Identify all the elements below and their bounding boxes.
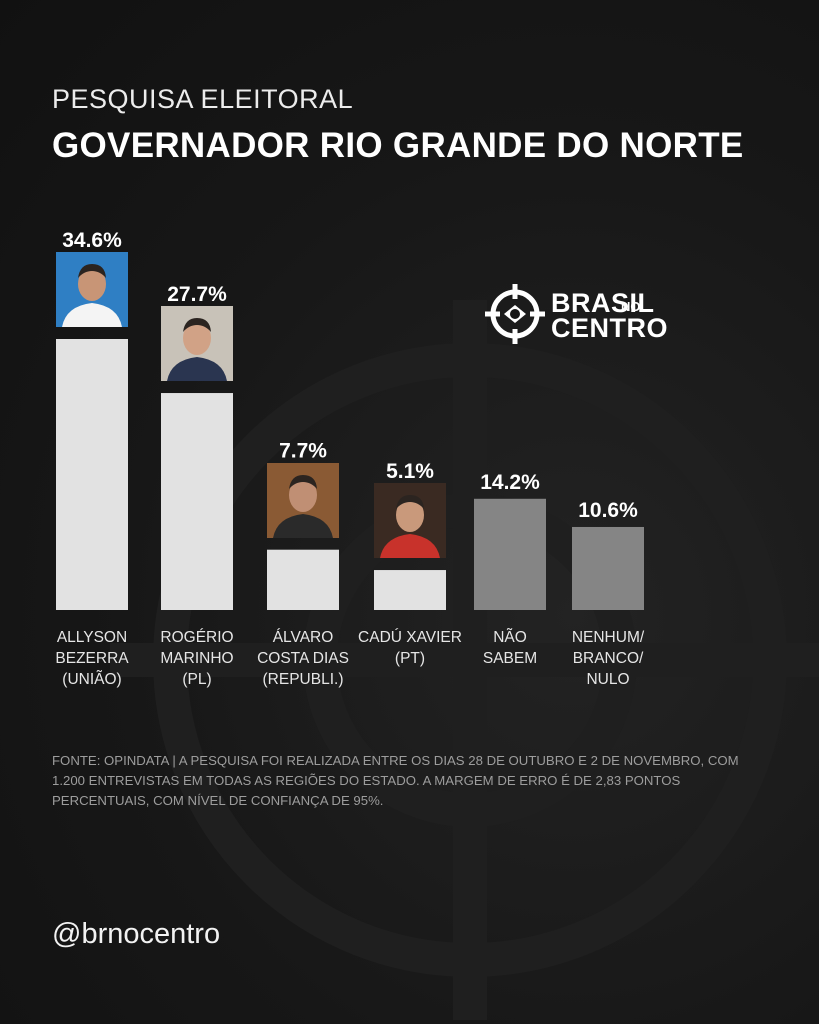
category-label-line: ROGÉRIO	[160, 629, 234, 646]
bar-3	[267, 549, 339, 610]
category-label-line: COSTA DIAS	[257, 650, 349, 667]
category-label-line: (UNIÃO)	[62, 671, 122, 688]
bar-4	[374, 570, 446, 610]
logo-text-brasil: BRASIL	[551, 288, 655, 318]
category-label-line: BRANCO/	[572, 650, 644, 667]
page-subtitle: PESQUISA ELEITORAL	[52, 84, 354, 114]
category-label-line: MARINHO	[160, 650, 234, 667]
social-handle: @brnocentro	[52, 918, 221, 950]
category-label-line: (PT)	[394, 650, 426, 667]
brand-logo: BRASIL NO CENTRO	[484, 283, 684, 345]
page-title: GOVERNADOR RIO GRANDE DO NORTE	[52, 126, 744, 165]
value-label-1: 34.6%	[62, 229, 122, 252]
category-label-line: ÁLVARO	[272, 629, 334, 646]
category-label-line: NULO	[586, 671, 630, 688]
candidate-photo-1	[56, 252, 128, 327]
value-label-3: 7.7%	[279, 440, 327, 463]
category-label-line: ALLYSON	[56, 629, 128, 646]
category-label-line: (PL)	[182, 671, 212, 688]
category-label-line: BEZERRA	[55, 650, 129, 667]
value-label-5: 14.2%	[480, 471, 540, 494]
category-label-3: ÁLVARO COSTA DIAS (REPUBLI.)	[243, 627, 363, 690]
value-label-2: 27.7%	[167, 283, 227, 306]
bar-2	[161, 393, 233, 610]
category-label-5: NÃO SABEM	[450, 627, 570, 669]
category-label-line: SABEM	[482, 650, 538, 667]
bar-6	[572, 526, 644, 610]
source-note: FONTE: OPINDATA | A PESQUISA FOI REALIZA…	[52, 753, 739, 808]
category-label-4: CADÚ XAVIER (PT)	[350, 627, 470, 669]
value-label-6: 10.6%	[578, 499, 638, 522]
category-label-6: NENHUM/BRANCO/NULO	[548, 627, 668, 690]
candidate-photo-4	[374, 483, 446, 559]
category-label-1: ALLYSON BEZERRA (UNIÃO)	[32, 627, 152, 690]
category-label-line: NENHUM/	[571, 629, 645, 646]
candidate-photo-3	[267, 462, 339, 538]
category-label-2: ROGÉRIO MARINHO (PL)	[137, 627, 257, 690]
value-label-4: 5.1%	[386, 460, 434, 483]
category-label-line: CADÚ XAVIER	[358, 629, 462, 646]
logo-text-no: NO	[621, 299, 641, 314]
category-label-line: (REPUBLI.)	[262, 671, 344, 688]
crosshair-brazil-icon	[485, 284, 545, 344]
candidate-photo-2	[161, 306, 233, 382]
bar-5	[474, 498, 546, 610]
logo-text-centro: CENTRO	[551, 313, 668, 343]
bar-1	[56, 339, 128, 610]
category-label-line: NÃO	[493, 629, 527, 646]
